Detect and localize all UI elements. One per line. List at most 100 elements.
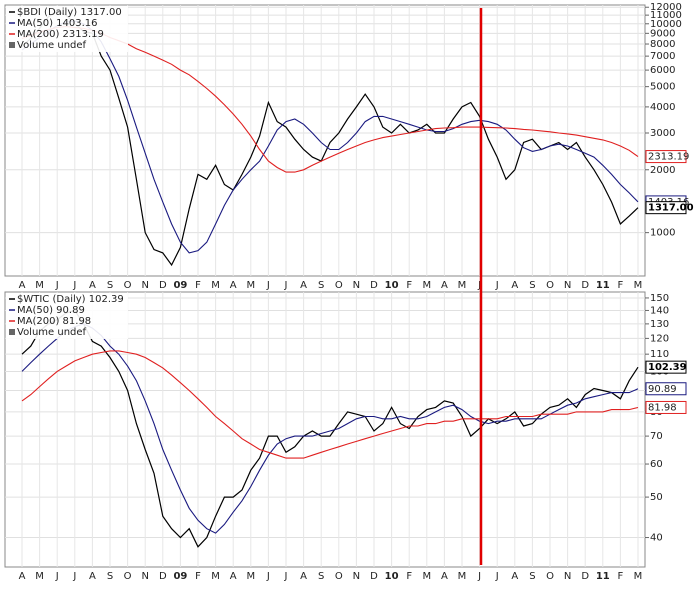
x-tick-label: D (370, 280, 378, 291)
x-tick-label: F (618, 571, 624, 582)
x-tick-label: M (211, 280, 220, 291)
x-tick-label: D (581, 280, 589, 291)
last-value-label: 2313.19 (648, 152, 689, 163)
y-tick-label: 6000 (650, 65, 675, 76)
x-tick-label: M (35, 280, 44, 291)
x-tick-label: N (141, 571, 148, 582)
x-tick-label: J (72, 280, 76, 291)
x-tick-label: 09 (173, 571, 187, 582)
x-tick-label: M (246, 571, 255, 582)
x-tick-label: A (441, 571, 448, 582)
x-tick-label: J (284, 280, 288, 291)
y-tick-label: 120 (650, 333, 669, 344)
x-tick-label: 09 (173, 280, 187, 291)
x-tick-label: O (335, 280, 343, 291)
x-tick-label: M (458, 571, 467, 582)
x-tick-label: O (335, 571, 343, 582)
x-tick-label: 11 (596, 571, 610, 582)
x-tick-label: O (546, 571, 554, 582)
x-tick-label: A (511, 280, 518, 291)
legend-label: Volume undef (17, 40, 87, 51)
y-tick-label: 40 (650, 533, 663, 544)
x-tick-label: S (107, 280, 113, 291)
legend-label: MA(50) 1403.16 (17, 18, 98, 29)
last-value-box (645, 150, 687, 164)
y-tick-label: 50 (650, 492, 663, 503)
x-tick-label: A (19, 280, 26, 291)
x-tick-label: 11 (596, 280, 610, 291)
x-tick-label: A (230, 571, 237, 582)
x-tick-label: A (230, 280, 237, 291)
x-tick-label: 10 (385, 571, 399, 582)
x-tick-label: F (618, 280, 624, 291)
legend-label: $BDI (Daily) 1317.00 (17, 7, 122, 18)
last-value-label: 90.89 (648, 384, 677, 395)
x-tick-label: M (634, 571, 643, 582)
legend-label: Volume undef (17, 327, 87, 338)
last-value-box (645, 201, 687, 215)
x-tick-label: M (458, 280, 467, 291)
x-tick-label: D (370, 571, 378, 582)
legend-label: MA(200) 2313.19 (17, 29, 104, 40)
x-tick-label: J (266, 280, 270, 291)
y-tick-label: 130 (650, 319, 669, 330)
y-tick-label: 3000 (650, 128, 675, 139)
x-tick-label: S (107, 571, 113, 582)
last-value-box (645, 400, 687, 414)
x-tick-label: S (529, 280, 535, 291)
series-line (21, 323, 639, 534)
y-tick-label: 140 (650, 305, 669, 316)
y-tick-label: 60 (650, 459, 663, 470)
y-tick-label: 9000 (650, 28, 675, 39)
last-value-label: 81.98 (648, 402, 677, 413)
x-tick-label: J (266, 571, 270, 582)
y-tick-label: 10000 (650, 19, 682, 30)
x-tick-label: J (495, 571, 499, 582)
x-tick-label: D (159, 280, 167, 291)
x-tick-label: M (35, 571, 44, 582)
x-tick-label: N (564, 280, 571, 291)
last-value-box (645, 360, 687, 374)
x-tick-label: O (546, 280, 554, 291)
series-line (21, 350, 639, 459)
x-tick-label: D (159, 571, 167, 582)
y-tick-label: 70 (650, 431, 663, 442)
legend-label: MA(50) 90.89 (17, 305, 85, 316)
x-tick-label: N (353, 280, 360, 291)
last-value-box (645, 382, 687, 396)
x-tick-label: J (284, 571, 288, 582)
x-tick-label: J (495, 280, 499, 291)
series-group (21, 309, 639, 548)
x-tick-label: J (477, 280, 481, 291)
y-tick-label: 7000 (650, 51, 675, 62)
x-tick-label: A (441, 280, 448, 291)
x-tick-label: S (318, 280, 324, 291)
y-tick-label: 150 (650, 293, 669, 304)
series-line (21, 10, 639, 267)
y-tick-label: 110 (650, 349, 669, 360)
y-tick-label: 4000 (650, 102, 675, 113)
x-tick-label: F (406, 571, 412, 582)
x-tick-label: N (353, 571, 360, 582)
x-tick-label: F (195, 280, 201, 291)
last-value-label: 1317.00 (648, 203, 694, 214)
y-tick-label: 8000 (650, 39, 675, 50)
x-tick-label: M (246, 280, 255, 291)
y-tick-label: 1000 (650, 228, 675, 239)
x-tick-label: A (300, 571, 307, 582)
x-tick-label: J (55, 571, 59, 582)
x-tick-label: M (422, 280, 431, 291)
x-tick-label: A (89, 280, 96, 291)
x-tick-label: A (511, 571, 518, 582)
x-tick-label: A (19, 571, 26, 582)
x-tick-label: M (422, 571, 431, 582)
series-line (21, 309, 639, 548)
x-tick-label: 10 (385, 280, 399, 291)
x-tick-label: F (406, 280, 412, 291)
x-tick-label: S (318, 571, 324, 582)
x-tick-label: S (529, 571, 535, 582)
x-tick-label: A (89, 571, 96, 582)
x-tick-label: A (300, 280, 307, 291)
y-tick-label: 12000 (650, 2, 682, 13)
